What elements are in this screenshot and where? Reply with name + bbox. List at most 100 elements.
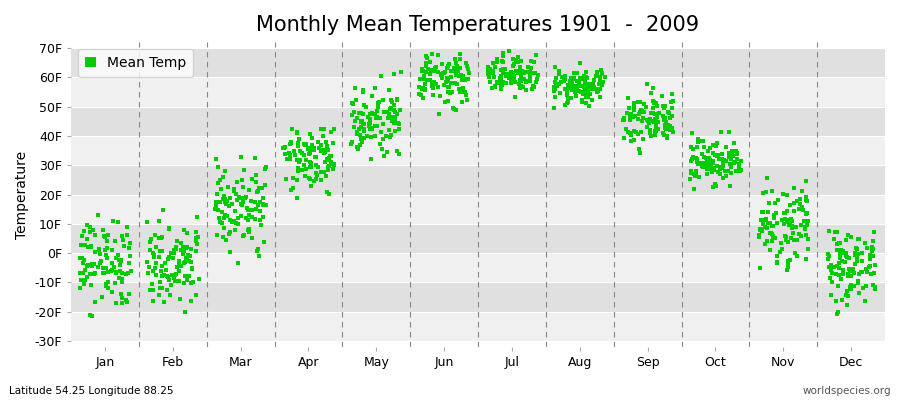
Point (84, 270, 98, 277)
Point (712, 156, 726, 162)
Point (177, 279, 192, 286)
Point (716, 175, 730, 182)
Point (702, 161, 716, 168)
Point (824, 267, 838, 273)
Point (155, 285, 169, 291)
Point (346, 100, 360, 107)
Point (760, 220, 775, 226)
Point (496, 58, 510, 65)
Point (520, 78, 535, 84)
Point (434, 72, 448, 78)
Point (309, 170, 323, 176)
Point (373, 114, 387, 121)
Bar (71, 77, 885, 107)
Point (244, 198, 258, 204)
Point (441, 77, 455, 84)
Point (590, 70, 605, 76)
Point (836, 267, 850, 274)
Point (831, 283, 845, 289)
Point (76, 260, 90, 266)
Point (800, 221, 814, 228)
Point (700, 162, 715, 168)
Point (372, 99, 386, 105)
Point (722, 150, 736, 156)
Point (87, 270, 102, 276)
Point (764, 230, 778, 236)
Point (683, 176, 698, 183)
Point (445, 88, 459, 95)
Point (785, 217, 799, 224)
Point (354, 110, 368, 116)
Point (798, 232, 813, 239)
Point (727, 140, 742, 146)
Point (107, 264, 122, 270)
Point (310, 172, 324, 179)
Point (211, 180, 225, 186)
Point (414, 91, 428, 98)
Point (703, 157, 717, 163)
Point (311, 145, 326, 151)
Point (640, 116, 654, 123)
Point (363, 111, 377, 118)
Point (364, 156, 378, 162)
Point (643, 130, 657, 136)
Point (218, 196, 232, 202)
Point (318, 147, 332, 153)
Point (99, 252, 113, 258)
Point (364, 111, 379, 117)
Point (482, 72, 497, 78)
Point (549, 83, 563, 89)
Point (303, 164, 318, 170)
Point (146, 268, 160, 274)
Point (850, 278, 865, 285)
Point (172, 278, 186, 284)
Point (379, 109, 393, 115)
Point (455, 89, 470, 96)
Point (650, 103, 664, 109)
Point (572, 60, 587, 66)
Point (658, 103, 672, 109)
Point (867, 229, 881, 236)
Point (756, 190, 770, 196)
Point (189, 248, 203, 254)
Point (184, 246, 198, 253)
Point (568, 89, 582, 96)
Point (840, 288, 854, 294)
Point (763, 230, 778, 236)
Point (797, 224, 812, 230)
Point (179, 244, 194, 251)
Point (860, 269, 874, 276)
Point (314, 126, 328, 132)
Point (850, 258, 865, 264)
Point (690, 135, 705, 142)
Point (184, 259, 198, 265)
Point (842, 255, 857, 262)
Point (297, 172, 311, 179)
Point (514, 58, 528, 64)
Point (418, 52, 433, 59)
Point (288, 152, 302, 158)
Point (592, 94, 607, 100)
Point (359, 104, 374, 110)
Point (216, 193, 230, 199)
Point (634, 107, 649, 114)
Point (356, 128, 371, 134)
Point (413, 76, 428, 82)
Point (699, 158, 714, 164)
Point (313, 142, 328, 148)
Point (80, 236, 94, 242)
Point (302, 151, 316, 157)
Point (363, 119, 377, 126)
Point (181, 252, 195, 258)
Point (855, 268, 869, 275)
Point (248, 199, 263, 205)
Point (631, 130, 645, 137)
Point (500, 73, 514, 80)
Point (640, 124, 654, 131)
Point (797, 226, 812, 232)
Point (623, 116, 637, 123)
Text: worldspecies.org: worldspecies.org (803, 386, 891, 396)
Point (715, 151, 729, 157)
Point (231, 215, 246, 221)
Point (842, 284, 857, 290)
